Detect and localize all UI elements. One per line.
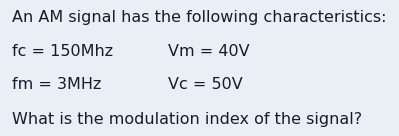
Text: Vc = 50V: Vc = 50V <box>168 77 242 92</box>
Text: An AM signal has the following characteristics:: An AM signal has the following character… <box>12 10 387 25</box>
Text: fm = 3MHz: fm = 3MHz <box>12 77 101 92</box>
Text: What is the modulation index of the signal?: What is the modulation index of the sign… <box>12 112 362 127</box>
Text: fc = 150Mhz: fc = 150Mhz <box>12 44 113 59</box>
Text: Vm = 40V: Vm = 40V <box>168 44 249 59</box>
